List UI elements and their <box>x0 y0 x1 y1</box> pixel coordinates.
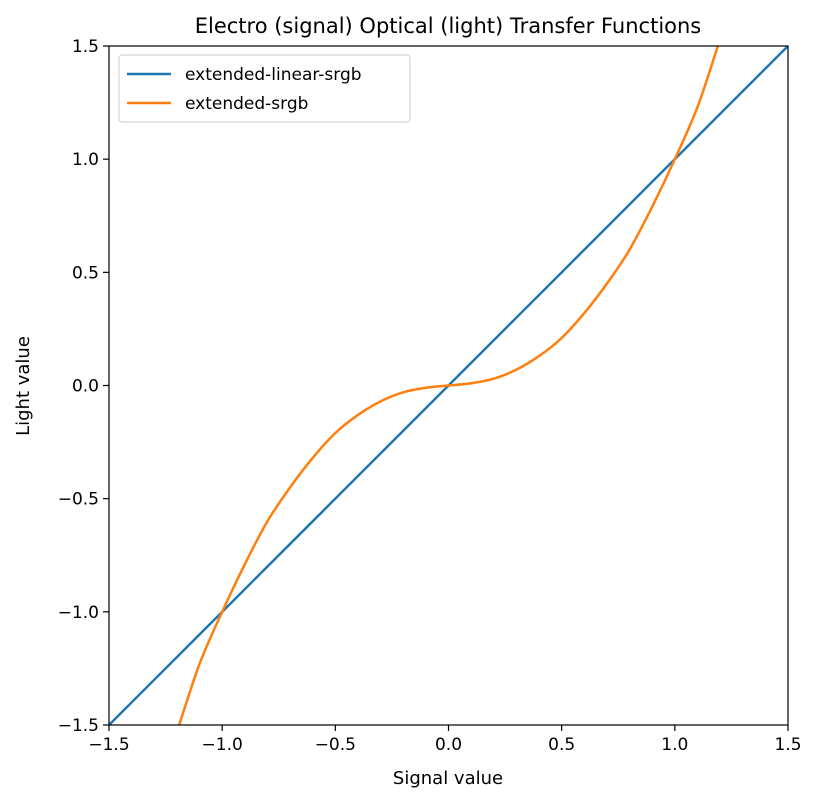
y-tick-label: −1.5 <box>58 716 99 736</box>
x-tick-label: 0.0 <box>435 735 462 755</box>
legend-box <box>118 54 411 123</box>
x-tick-label: −0.5 <box>315 735 356 755</box>
x-tick-label: 1.5 <box>774 735 801 755</box>
chart-title: Electro (signal) Optical (light) Transfe… <box>195 14 702 38</box>
legend-label-srgb: extended-srgb <box>185 94 308 114</box>
series-layer <box>109 46 788 725</box>
legend: extended-linear-srgb extended-srgb <box>118 54 411 123</box>
y-tick-label: 0.5 <box>72 263 99 283</box>
y-tick-label: −1.0 <box>58 603 99 623</box>
x-tick-label: 0.5 <box>548 735 575 755</box>
y-tick-label: 1.5 <box>72 37 99 57</box>
x-tick-label: 1.0 <box>661 735 688 755</box>
series-line-srgb <box>177 46 720 725</box>
y-tick-label: 0.0 <box>72 377 99 397</box>
y-axis-label: Light value <box>13 336 34 436</box>
x-axis-label: Signal value <box>393 768 503 789</box>
legend-label-linear: extended-linear-srgb <box>185 65 362 85</box>
y-tick-label: −0.5 <box>58 490 99 510</box>
y-tick-label: 1.0 <box>72 150 99 170</box>
x-tick-label: −1.0 <box>202 735 243 755</box>
y-axis-ticks: −1.5 −1.0 −0.5 0.0 0.5 1.0 1.5 <box>58 37 109 736</box>
x-axis-ticks: −1.5 −1.0 −0.5 0.0 0.5 1.0 1.5 <box>88 725 802 755</box>
x-tick-label: −1.5 <box>88 735 129 755</box>
